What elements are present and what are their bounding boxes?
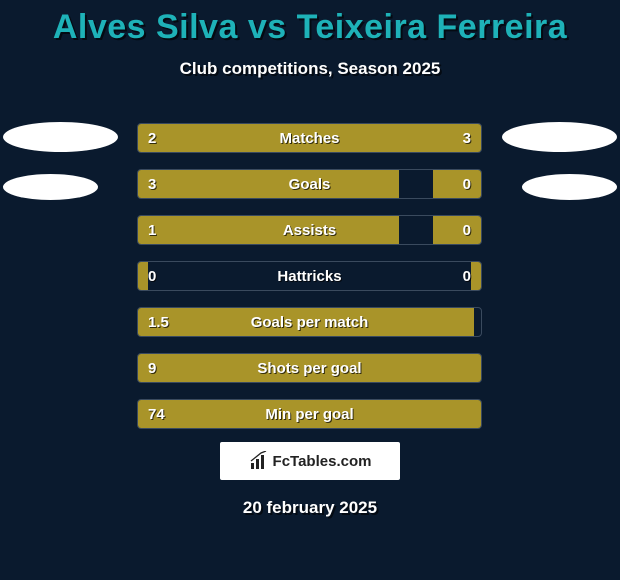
stat-label: Hattricks [138, 262, 481, 290]
stat-fill-left [138, 216, 399, 244]
subtitle: Club competitions, Season 2025 [0, 59, 620, 79]
stat-row: 10Assists [137, 215, 482, 245]
logo-box: FcTables.com [220, 442, 400, 480]
avatar-left-primary [3, 122, 118, 152]
stats-panel: 23Matches 30Goals 10Assists 00Hattricks 1.5G… [137, 123, 482, 429]
avatar-left-secondary [3, 174, 98, 200]
avatar-right-secondary [522, 174, 617, 200]
stat-fill-left [138, 308, 474, 336]
stat-row: 9Shots per goal [137, 353, 482, 383]
page-title: Alves Silva vs Teixeira Ferreira [0, 8, 620, 47]
stat-row: 1.5Goals per match [137, 307, 482, 337]
stat-fill-right [433, 216, 481, 244]
stat-fill-left [138, 124, 275, 152]
logo-text: FcTables.com [273, 453, 372, 470]
date-text: 20 february 2025 [0, 498, 620, 518]
stat-row: 30Goals [137, 169, 482, 199]
stat-fill-right [433, 170, 481, 198]
stat-row: 23Matches [137, 123, 482, 153]
stat-fill-left [138, 354, 481, 382]
chart-icon [249, 451, 269, 471]
stat-row: 00Hattricks [137, 261, 482, 291]
stat-fill-left [138, 400, 481, 428]
stat-fill-left [138, 262, 148, 290]
stat-fill-left [138, 170, 399, 198]
avatar-right-primary [502, 122, 617, 152]
stat-fill-right [275, 124, 481, 152]
stat-row: 74Min per goal [137, 399, 482, 429]
stat-fill-right [471, 262, 481, 290]
stat-value-left: 0 [148, 262, 156, 290]
